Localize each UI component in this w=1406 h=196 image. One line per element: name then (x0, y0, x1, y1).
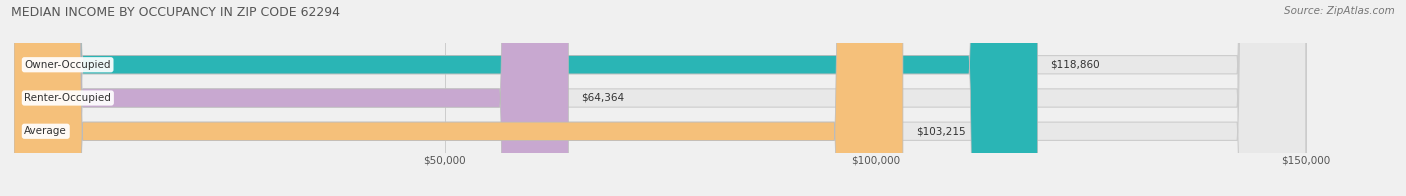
Text: $118,860: $118,860 (1050, 60, 1101, 70)
Text: Average: Average (24, 126, 67, 136)
Text: Owner-Occupied: Owner-Occupied (24, 60, 111, 70)
Text: Renter-Occupied: Renter-Occupied (24, 93, 111, 103)
Text: $103,215: $103,215 (915, 126, 966, 136)
Text: MEDIAN INCOME BY OCCUPANCY IN ZIP CODE 62294: MEDIAN INCOME BY OCCUPANCY IN ZIP CODE 6… (11, 6, 340, 19)
Text: $64,364: $64,364 (581, 93, 624, 103)
Text: Source: ZipAtlas.com: Source: ZipAtlas.com (1284, 6, 1395, 16)
FancyBboxPatch shape (14, 0, 1038, 196)
FancyBboxPatch shape (14, 0, 1306, 196)
FancyBboxPatch shape (14, 0, 1306, 196)
FancyBboxPatch shape (14, 0, 568, 196)
FancyBboxPatch shape (14, 0, 903, 196)
FancyBboxPatch shape (14, 0, 1306, 196)
